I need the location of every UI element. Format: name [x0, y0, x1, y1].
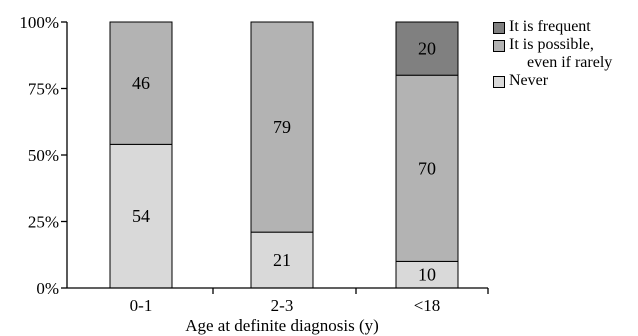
- legend-swatch-possible: [493, 40, 505, 52]
- x-axis-tick-labels: 0-1 2-3 <18: [130, 288, 489, 315]
- data-label: 79: [273, 117, 291, 137]
- legend-label-frequent: It is frequent: [509, 18, 591, 35]
- y-tick-label: 25%: [28, 213, 59, 232]
- y-tick-label: 75%: [28, 80, 59, 99]
- legend-swatch-frequent: [493, 22, 505, 34]
- data-label: 21: [273, 250, 291, 270]
- data-label: 54: [132, 206, 150, 226]
- legend: It is frequent It is possible, even if r…: [492, 18, 636, 90]
- data-labels: 54 46 21 79 10 70 20: [132, 39, 436, 285]
- y-axis-ticks: 0% 25% 50% 75% 100%: [19, 13, 67, 298]
- x-tick-label: 0-1: [130, 296, 153, 315]
- data-label: 46: [132, 73, 150, 93]
- bar-segment: [109, 21, 173, 145]
- data-label: 70: [418, 158, 436, 178]
- data-label: 20: [418, 39, 436, 59]
- x-tick-label: <18: [414, 296, 441, 315]
- legend-swatch-never: [493, 76, 505, 88]
- data-label: 10: [418, 265, 436, 285]
- legend-item-possible: It is possible, even if rarely: [492, 36, 636, 72]
- y-tick-label: 50%: [28, 146, 59, 165]
- bar-segment: [250, 21, 314, 233]
- legend-item-never: Never: [492, 72, 636, 90]
- bars: [109, 21, 459, 289]
- bar-segment: [395, 21, 459, 76]
- y-tick-label: 100%: [19, 13, 59, 32]
- legend-label-possible-line1: It is possible,: [509, 36, 594, 53]
- x-axis-label: Age at definite diagnosis (y): [185, 316, 379, 335]
- x-tick-label: 2-3: [271, 296, 294, 315]
- legend-label-never: Never: [509, 72, 549, 89]
- y-tick-label: 0%: [36, 279, 59, 298]
- legend-item-frequent: It is frequent: [492, 18, 636, 36]
- legend-label-possible-line2: even if rarely: [527, 54, 613, 71]
